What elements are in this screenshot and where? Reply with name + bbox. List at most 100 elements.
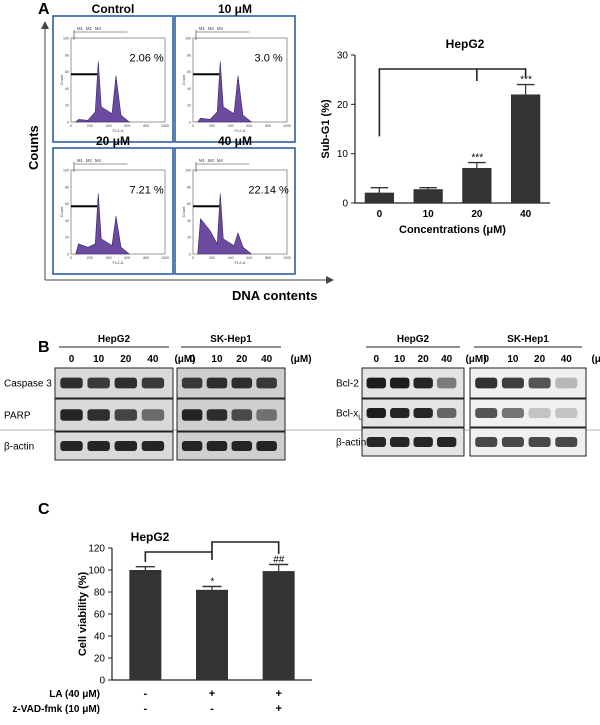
x-tick-label: 40 [520, 209, 532, 220]
significance-label: *** [520, 75, 533, 86]
blot-unit-label: (μM) [465, 354, 486, 365]
significance-label: ## [273, 555, 285, 566]
blot-band [528, 407, 551, 419]
blot-band [475, 407, 498, 419]
inner-y-tick: 100 [185, 169, 191, 173]
y-tick-label: 0 [342, 199, 348, 210]
inner-x-tick: 0 [70, 124, 72, 128]
inner-y-tick: 40 [65, 87, 69, 91]
counts-label: Counts [26, 125, 41, 170]
subg1-percent: 22.14 % [248, 184, 289, 196]
blot-band [436, 407, 457, 419]
gate-label: M2 [208, 158, 214, 163]
y-tick-label: 60 [94, 610, 106, 621]
inner-x-tick: 0 [192, 124, 194, 128]
x-axis-label: Concentrations (μM) [399, 224, 506, 236]
blot-band [390, 377, 410, 389]
panel-a-label: A [38, 1, 50, 18]
inner-x-tick: 1000 [161, 124, 169, 128]
chart-title: HepG2 [446, 37, 485, 51]
blot-conc-label: 0 [483, 354, 489, 365]
inner-y-tick: 0 [189, 121, 191, 125]
gate-label: M4 [217, 26, 223, 31]
treatment-mark: - [143, 688, 147, 700]
panel-b-label: B [38, 339, 50, 356]
gate-label: M4 [217, 158, 223, 163]
blot-band [141, 377, 165, 389]
inner-x-tick: 800 [143, 124, 149, 128]
inner-y-tick: 60 [187, 202, 191, 206]
treatment-table: LA (40 μM) - + + z-VAD-fmk (10 μM) - - + [12, 688, 281, 715]
inner-y-tick: 80 [187, 185, 191, 189]
blot-band [413, 436, 433, 448]
treatment-mark: + [275, 703, 281, 715]
y-tick-label: 80 [94, 588, 106, 599]
treatment-row-label: z-VAD-fmk (10 μM) [12, 704, 100, 715]
treatment-mark: + [209, 688, 215, 700]
histogram-shape [197, 193, 253, 255]
inner-x-tick: 1000 [283, 256, 291, 260]
x-tick-label: 0 [377, 209, 383, 220]
blot-conc-label: 0 [373, 354, 379, 365]
blot-band [60, 440, 83, 452]
inner-y-tick: 20 [187, 236, 191, 240]
blot-band [114, 440, 138, 452]
y-tick-label: 120 [88, 544, 105, 555]
bar [413, 189, 443, 203]
gate-bar [193, 73, 220, 76]
significance-label: *** [471, 153, 484, 164]
blot-conc-label: 0 [189, 354, 195, 365]
treatment-row-label: LA (40 μM) [49, 689, 100, 700]
flow-panel-title: 10 μM [218, 2, 252, 16]
treatment-mark: - [143, 703, 147, 715]
histogram-shape [197, 61, 253, 123]
blot-conc-label: 20 [236, 354, 248, 365]
blot-band [181, 377, 203, 389]
inner-y-label: Count [59, 206, 64, 218]
blot-cell-line: HepG2 [397, 334, 430, 345]
chart-title: HepG2 [131, 530, 170, 544]
blot-band [87, 409, 110, 421]
gate-bar [193, 205, 220, 208]
inner-x-tick: 400 [106, 124, 112, 128]
gate-label: M1 [199, 26, 205, 31]
inner-x-tick: 200 [87, 124, 93, 128]
blot-band [256, 440, 277, 452]
comparison-bracket [144, 551, 213, 562]
y-tick-label: 10 [337, 149, 349, 160]
blot-band [87, 440, 110, 452]
gate-label: M2 [86, 158, 92, 163]
blot-conc-label: 0 [69, 354, 75, 365]
blot-band [231, 440, 253, 452]
inner-x-label: FL2-A [235, 260, 246, 265]
inner-y-tick: 40 [65, 219, 69, 223]
gate-label: M1 [77, 158, 83, 163]
inner-x-tick: 800 [265, 256, 271, 260]
inner-x-tick: 0 [70, 256, 72, 260]
inner-x-tick: 600 [246, 256, 252, 260]
blot-conc-label: 40 [147, 354, 159, 365]
blot-band [206, 440, 228, 452]
subg1-chart: 0 10 20 30 0 10 *** 20 *** 40 Sub-G1 (%) Concentrat… [320, 37, 550, 236]
gate-label: M1 [199, 158, 205, 163]
blot-band [528, 436, 551, 448]
inner-y-tick: 60 [65, 202, 69, 206]
blot-protein-subscript: L [358, 415, 362, 422]
blot-protein-label: Bcl-xL [336, 409, 362, 422]
gate-label: M1 [77, 26, 83, 31]
inner-x-tick: 800 [143, 256, 149, 260]
blot-band [501, 377, 524, 389]
blot-band [390, 407, 410, 419]
gate-label: M4 [95, 26, 101, 31]
inner-y-tick: 0 [67, 121, 69, 125]
inner-y-tick: 40 [187, 219, 191, 223]
significance-label: * [210, 577, 215, 588]
western-blots: HepG2 0 10 20 40 (μM) SK-Hep1 0 10 20 40 (μM) Caspas… [4, 334, 600, 461]
y-axis-label: Sub-G1 (%) [320, 99, 332, 159]
blot-band [60, 409, 83, 421]
inner-x-tick: 1000 [283, 124, 291, 128]
blot-unit-label: (μM) [174, 354, 195, 365]
gate-label: M4 [95, 158, 101, 163]
subg1-percent: 2.06 % [129, 52, 163, 64]
